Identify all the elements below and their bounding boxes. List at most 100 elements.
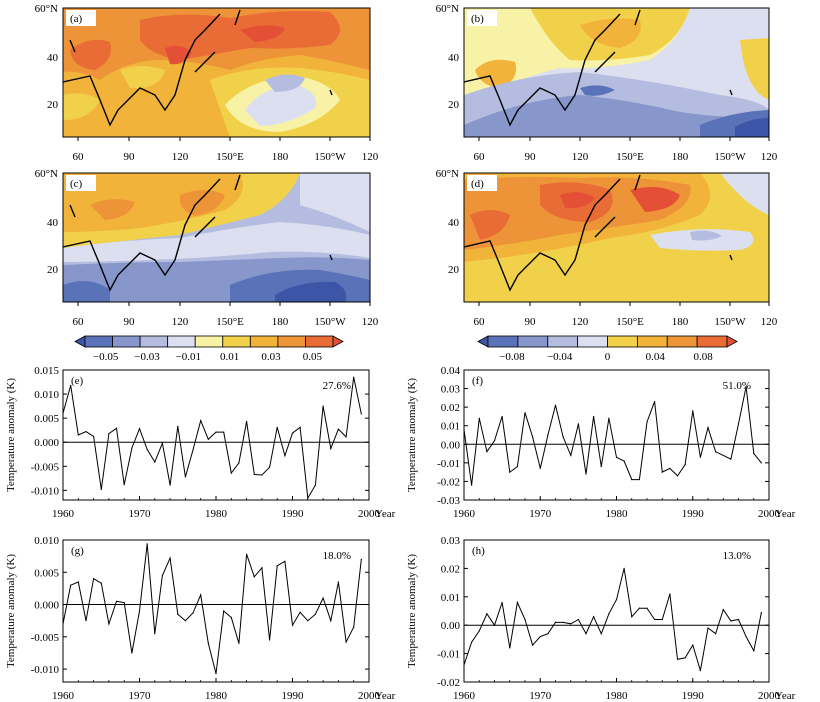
data-point [760,462,762,464]
lat-tick: 60°N [436,168,459,180]
data-point [692,644,694,646]
data-point [478,630,480,632]
x-tick-label: 2000 [758,508,781,520]
data-point [463,428,465,431]
data-point [593,415,595,418]
colorbar-label: 0.04 [646,351,666,363]
lon-tick-label: 60 [73,316,85,328]
data-point [692,410,694,412]
x-tick-label: 1990 [282,508,305,520]
data-point [207,642,209,644]
data-point [722,454,724,457]
map-axis-labels: 60°N 40 20 60°N 40 20 60°N 40 20 60°N 40… [35,3,460,276]
data-point [161,574,164,577]
y-tick-label: -0.005 [31,461,60,473]
x-tick-label: 1980 [205,508,228,520]
colorbar-swatch [249,335,279,348]
x-tick-label: 1970 [129,690,152,702]
data-point [547,434,549,436]
data-point [493,624,496,626]
data-point [200,419,202,422]
data-point [230,472,232,474]
data-point [501,415,503,418]
y-tick-label: -0.03 [437,495,460,507]
data-point [177,613,179,615]
data-point [192,449,194,451]
data-point [471,484,473,486]
data-point [62,412,64,414]
colorbar-label: −0.01 [176,351,201,363]
data-point [330,447,332,450]
colorbar-label: −0.08 [499,351,525,363]
data-point [85,431,87,433]
data-point [707,627,709,629]
data-point [360,413,362,415]
lat-tick: 60°N [35,3,58,15]
lat-tick: 40 [47,52,59,64]
lon-tick-label: 120 [172,151,189,163]
y-tick-label: -0.010 [31,664,60,676]
data-point [585,473,587,475]
colorbar-label: −0.03 [134,351,160,363]
y-tick-label: 0.01 [441,421,460,433]
y-tick-label: 0.010 [34,389,59,401]
data-point [108,432,110,435]
data-point [699,670,701,672]
data-point [345,641,347,643]
data-point [93,578,95,580]
lat-tick: 20 [448,99,460,111]
data-point [730,620,732,622]
data-point [161,442,164,444]
colorbar-label: 0.01 [220,351,239,363]
data-point [284,455,286,457]
data-point [516,465,518,468]
series-line [463,386,762,486]
lon-tick-label: 150°E [616,151,644,163]
data-point [737,423,740,425]
data-point [268,466,271,468]
y-tick-label: -0.02 [437,677,460,689]
lat-tick: 40 [448,52,460,64]
line-charts: 0.015 0.010 0.005 0.000 -0.005 -0.010 1960 1970… [5,365,796,702]
data-point [307,620,309,622]
lon-tick-label: 150°E [216,316,244,328]
data-point [493,439,496,442]
data-point [138,610,141,612]
lat-tick: 20 [47,264,59,276]
data-point [238,462,240,464]
data-point [760,611,762,614]
lon-tick-label: 60 [73,151,85,163]
data-point [577,423,579,425]
data-point [654,618,656,621]
data-point [207,438,209,440]
lon-tick-label: 120 [362,151,379,163]
data-point [261,474,263,476]
data-point [337,428,339,430]
lon-tick-label: 120 [172,316,189,328]
data-point [585,633,587,635]
data-point [70,384,72,387]
data-point [684,464,686,466]
data-point [353,626,355,628]
colorbar-swatch [547,335,579,348]
lon-tick-label: 180 [272,316,289,328]
data-point [539,635,541,638]
colorbar-label: 0.08 [693,351,713,363]
data-point [509,471,511,473]
y-tick-label: 0.02 [441,402,460,414]
lon-tick-label: 150°W [714,151,746,163]
x-tick-label: 1980 [606,508,629,520]
data-point [131,652,133,654]
data-point [661,471,663,473]
x-tick-label: 1990 [282,690,305,702]
x-tick-label: 1980 [606,690,629,702]
colorbar-swatch [167,335,196,348]
x-tick-label: 1990 [682,690,705,702]
colorbar-swatch [607,335,638,348]
x-tick-label: 1960 [52,508,75,520]
data-point [322,597,324,599]
x-tick-label: 1960 [52,690,75,702]
data-point [669,467,671,470]
data-point [253,473,255,476]
